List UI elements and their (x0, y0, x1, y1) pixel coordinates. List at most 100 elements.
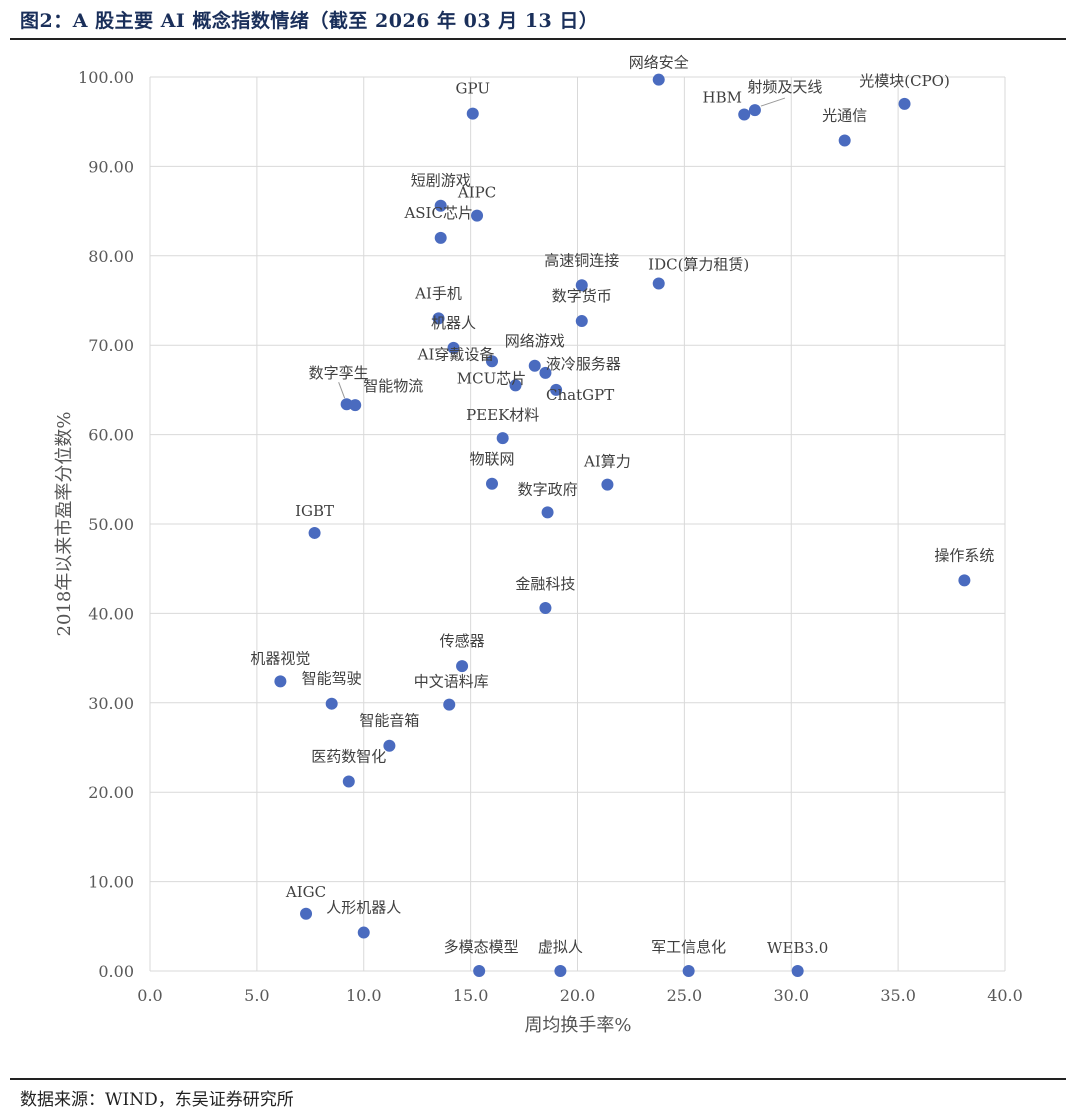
data-point (274, 675, 287, 688)
point-label: 网络游戏 (505, 332, 565, 350)
x-axis-title: 周均换手率% (524, 1015, 631, 1036)
point-label: 虚拟人 (538, 938, 583, 956)
x-tick-label: 15.0 (453, 986, 489, 1005)
data-point (486, 477, 498, 490)
data-point (958, 574, 971, 587)
label-callouts (338, 97, 786, 399)
point-label: 光模块(CPO) (859, 72, 950, 90)
data-point (898, 97, 911, 110)
point-label: 网络安全 (629, 54, 689, 72)
data-point (791, 965, 804, 977)
point-label: IGBT (295, 502, 334, 520)
label-leader-line (338, 382, 346, 399)
data-point (652, 73, 665, 86)
data-point (473, 965, 486, 977)
point-label: 军工信息化 (651, 938, 726, 956)
point-label: 医药数智化 (311, 747, 386, 765)
data-point (550, 383, 563, 396)
point-label: AIPC (457, 184, 496, 202)
x-tick-label: 35.0 (880, 986, 916, 1005)
point-label: 中文语料库 (414, 673, 489, 691)
y-tick-label: 20.00 (88, 783, 134, 802)
y-tick-label: 40.00 (88, 604, 134, 623)
point-label: AI算力 (583, 453, 631, 471)
x-tick-label: 5.0 (244, 986, 269, 1005)
x-tick-label: 30.0 (773, 986, 809, 1005)
y-tick-label: 50.00 (88, 515, 134, 534)
point-label: 机器人 (431, 314, 476, 332)
y-tick-label: 0.00 (98, 962, 134, 981)
data-point (349, 399, 362, 412)
point-label: 数字孪生 (309, 364, 369, 382)
data-point (342, 775, 355, 788)
y-tick-label: 60.00 (88, 426, 134, 445)
point-label: 物联网 (469, 450, 514, 468)
point-label: 操作系统 (934, 546, 994, 564)
point-label: ASIC芯片 (403, 204, 473, 222)
y-tick-label: 10.00 (88, 873, 134, 892)
data-point (466, 107, 479, 120)
point-label: GPU (456, 80, 490, 98)
data-point (443, 698, 456, 711)
point-label: AI手机 (414, 284, 462, 302)
data-point (601, 478, 614, 491)
point-label: 光通信 (822, 106, 867, 124)
scatter-chart: 0.0 5.0 10.0 15.0 20.0 25.0 30.0 35.0 40.0 0.00 10… (54, 54, 1023, 1036)
point-label: 智能驾驶 (302, 670, 362, 688)
data-point (554, 965, 567, 977)
data-point (541, 506, 554, 519)
label-leader-line (760, 97, 786, 107)
axis-ticks: 0.0 5.0 10.0 15.0 20.0 25.0 30.0 35.0 40.0 0.00 10… (78, 68, 1023, 1005)
point-label: AIGC (285, 883, 326, 901)
point-label: 短剧游戏 (411, 172, 471, 190)
point-label: 数字货币 (552, 287, 612, 305)
point-label: 传感器 (440, 632, 485, 650)
data-point (308, 526, 321, 539)
point-label: 金融科技 (515, 575, 575, 593)
data-point (471, 209, 484, 222)
point-label: 高速铜连接 (544, 251, 619, 269)
point-label: 液冷服务器 (546, 355, 621, 373)
point-label: ChatGPT (546, 386, 614, 404)
data-point (486, 355, 498, 368)
data-point (682, 965, 695, 977)
x-tick-label: 20.0 (560, 986, 596, 1005)
top-rule (10, 38, 1066, 40)
point-label: 机器视觉 (250, 649, 310, 667)
data-point (357, 926, 370, 939)
data-point (738, 108, 751, 121)
data-point (575, 279, 588, 292)
grid-lines (149, 76, 1006, 972)
point-label: IDC(算力租赁) (648, 256, 749, 274)
point-label: 智能音箱 (359, 712, 419, 730)
x-tick-label: 40.0 (987, 986, 1023, 1005)
y-tick-label: 90.00 (88, 157, 134, 176)
point-label: AI穿戴设备 (417, 345, 495, 363)
source-note: 数据来源：WIND，东吴证券研究所 (20, 1090, 294, 1110)
data-point (300, 907, 313, 920)
data-point (539, 366, 552, 379)
y-tick-label: 70.00 (88, 336, 134, 355)
point-label: 数字政府 (518, 480, 578, 498)
data-points (274, 73, 971, 977)
y-axis-title: 2018年以来市盈率分位数% (54, 412, 75, 637)
x-tick-label: 10.0 (346, 986, 382, 1005)
point-label: WEB3.0 (767, 939, 828, 957)
data-point (434, 231, 447, 244)
x-tick-label: 25.0 (667, 986, 703, 1005)
point-label: HBM (702, 89, 741, 107)
data-point (748, 104, 761, 117)
bottom-rule (10, 1078, 1066, 1080)
y-tick-label: 100.00 (78, 68, 134, 87)
data-point (838, 134, 851, 147)
data-point (325, 697, 338, 710)
data-point (456, 660, 469, 673)
data-point (496, 432, 509, 445)
data-point (434, 199, 447, 212)
point-label: 人形机器人 (326, 899, 401, 917)
point-label: 智能物流 (363, 377, 423, 395)
data-point (652, 277, 665, 290)
data-point (575, 315, 588, 328)
data-point (447, 341, 460, 354)
